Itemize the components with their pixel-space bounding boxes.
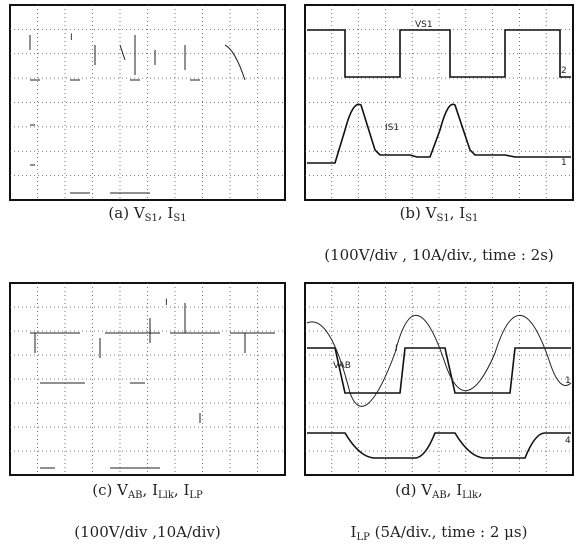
scope-panel: VAB I 1 4	[305, 283, 573, 475]
caption-text: , I	[174, 481, 190, 499]
caption-subscript: S1	[173, 213, 186, 224]
caption-subscript: S1	[437, 213, 450, 224]
caption-text: (a) V	[108, 204, 145, 222]
caption-text: (c) V	[92, 481, 129, 499]
caption-text: (100V/div ,10A/div)	[74, 523, 220, 541]
caption: ILP (5A/div., time : 2 μs)	[351, 523, 528, 543]
trace-label: VAB	[333, 361, 351, 371]
caption-text: (100V/div , 10A/div., time : 2s)	[324, 246, 554, 264]
trace-label: 2	[561, 66, 567, 76]
caption-subscript: LP	[189, 490, 203, 501]
caption-subscript: Llk	[158, 490, 175, 501]
trace-label: 4	[565, 436, 571, 446]
scope-panel: I	[10, 5, 285, 200]
caption: (d) VAB, ILlk,	[395, 481, 483, 501]
caption: (100V/div , 10A/div., time : 2s)	[324, 246, 554, 264]
caption-subscript: Llk	[462, 490, 479, 501]
scope-panel: VS1 IS1 2 1	[305, 5, 573, 200]
caption-subscript: S1	[465, 213, 478, 224]
trace-label: 1	[561, 158, 567, 168]
caption-subscript: S1	[145, 213, 158, 224]
scope-frame	[10, 5, 285, 200]
caption: (c) VAB, ILlk, ILP	[92, 481, 203, 501]
trace-label: IS1	[385, 123, 399, 133]
caption-subscript: LP	[356, 532, 370, 543]
caption: (100V/div ,10A/div)	[74, 523, 220, 541]
trace-label: I	[70, 33, 73, 43]
trace-label: I	[395, 344, 398, 354]
caption: (b) VS1, IS1	[400, 204, 479, 224]
figure: I VS1IS121 I VABI14 (a) VS1, IS1(b) VS1,…	[0, 0, 581, 551]
caption: (a) VS1, IS1	[108, 204, 186, 224]
caption-text: (b) V	[400, 204, 438, 222]
caption-text: ,	[478, 481, 483, 499]
caption-text: , I	[143, 481, 159, 499]
scope-panel: I	[10, 283, 285, 475]
caption-text: (d) V	[395, 481, 433, 499]
caption-subscript: AB	[431, 490, 447, 501]
caption-text: , I	[158, 204, 174, 222]
caption-text: , I	[450, 204, 466, 222]
caption-text: (5A/div., time : 2 μs)	[370, 523, 528, 541]
caption-text: , I	[447, 481, 463, 499]
trace-label: I	[165, 298, 168, 308]
trace-label: 1	[565, 376, 571, 386]
caption-subscript: AB	[127, 490, 143, 501]
trace-label: VS1	[415, 20, 433, 30]
